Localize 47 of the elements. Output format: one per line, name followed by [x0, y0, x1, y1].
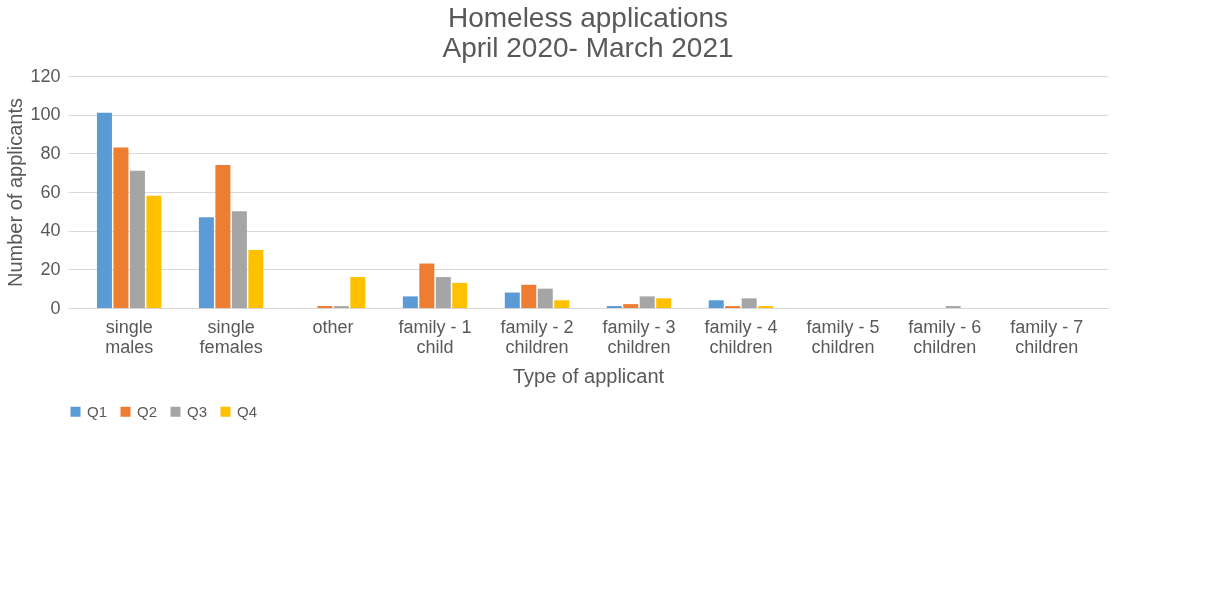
- bar: [129, 170, 145, 308]
- y-tick-label: 60: [40, 181, 61, 202]
- y-tick-label: 0: [50, 297, 61, 318]
- legend-label: Q4: [237, 402, 258, 420]
- bar: [504, 292, 520, 308]
- bar: [623, 304, 639, 308]
- x-tick-label: family - 1 child: [398, 316, 472, 357]
- x-tick-label: family - 5 children: [806, 316, 880, 357]
- y-tick-label: 40: [40, 220, 61, 241]
- x-tick-label: family - 4 children: [704, 316, 778, 357]
- bar: [215, 164, 231, 308]
- y-tick-label: 20: [40, 258, 61, 279]
- x-tick-label: single males: [105, 316, 154, 357]
- bar: [402, 296, 418, 308]
- bar: [554, 300, 570, 308]
- bar: [350, 277, 366, 308]
- bar: [452, 282, 468, 308]
- bar: [198, 217, 214, 308]
- legend-label: Q2: [137, 402, 158, 420]
- bar: [708, 300, 724, 308]
- bar: [146, 195, 162, 308]
- y-tick-label: 80: [40, 142, 61, 163]
- bar: [741, 298, 757, 308]
- legend-label: Q1: [87, 402, 108, 420]
- x-tick-label: family - 7 children: [1010, 316, 1084, 357]
- x-tick-label: family - 2 children: [500, 316, 574, 357]
- bar: [96, 112, 112, 308]
- bar: [435, 277, 451, 308]
- bar: [656, 298, 672, 308]
- text: Homeless applications: [447, 2, 729, 33]
- y-tick-label: 100: [30, 104, 61, 125]
- bar: [231, 211, 247, 308]
- x-tick-label: family - 3 children: [602, 316, 676, 357]
- x-tick-label: other: [312, 316, 354, 337]
- y-tick-label: 120: [30, 65, 61, 86]
- x-axis-title: Type of applicant: [512, 364, 665, 387]
- x-tick-label: family - 6 children: [908, 316, 982, 357]
- bar: [639, 296, 655, 308]
- bar: [419, 263, 435, 308]
- text: April 2020- March 2021: [442, 32, 734, 63]
- bar: [537, 288, 553, 308]
- x-tick-label: single females: [199, 316, 263, 357]
- legend-label: Q3: [187, 402, 208, 420]
- y-axis-title: Number of applicants: [4, 98, 27, 287]
- bar: [248, 250, 264, 308]
- bar: [113, 147, 129, 308]
- bar: [521, 284, 537, 308]
